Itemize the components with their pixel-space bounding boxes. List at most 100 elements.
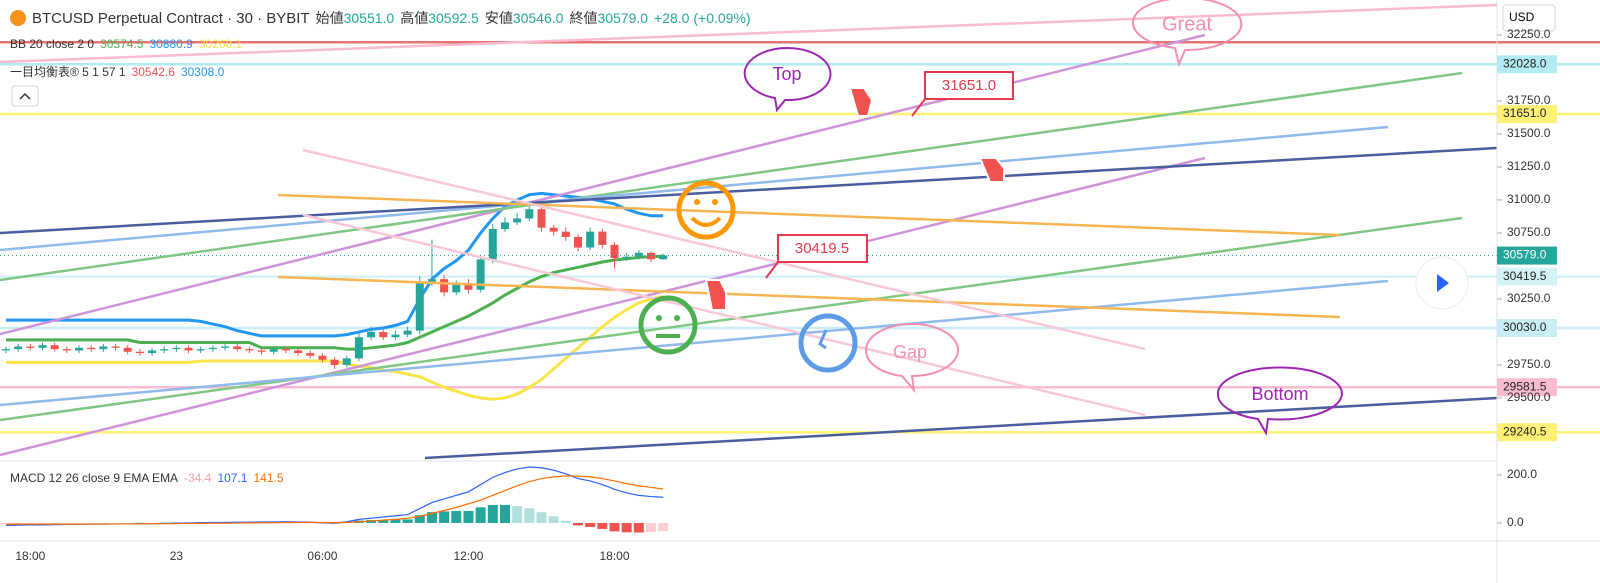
candle-body	[379, 331, 388, 338]
histogram-bar	[439, 511, 450, 523]
candle-body	[111, 346, 120, 348]
candle-body	[99, 346, 108, 350]
candle-body	[561, 231, 570, 237]
candle-body	[14, 346, 23, 350]
currency-box[interactable]	[1502, 4, 1556, 32]
candle-body	[500, 222, 509, 230]
candle-body	[2, 349, 10, 351]
annotation: Gap	[893, 342, 927, 362]
candle-body	[440, 279, 449, 293]
ohlc-value: 30592.5	[428, 10, 479, 26]
histogram-bar	[633, 522, 644, 533]
candle-body	[245, 349, 254, 351]
histogram-bar	[475, 507, 486, 523]
candle-body	[233, 346, 242, 350]
candle-body	[427, 279, 436, 282]
histogram-bar	[451, 510, 462, 523]
candle-body	[318, 355, 327, 360]
collapse-button[interactable]	[11, 85, 39, 107]
indicator-value: 30880.9	[149, 37, 193, 51]
bb-legend: BB 20 close 2 0 30574.5 30880.9 30268.1	[10, 37, 242, 51]
y-tick-label: 29750.0	[1507, 357, 1551, 371]
candle-body	[391, 334, 400, 338]
histogram-bar	[487, 504, 498, 523]
indicator-value: 30308.0	[180, 64, 225, 79]
candle-body	[415, 281, 424, 331]
y-tick-label: 32250.0	[1507, 27, 1551, 41]
candle-body	[622, 256, 631, 259]
ichimoku-legend: 一目均衡表® 5 1 57 1 30542.6 30308.0	[10, 63, 224, 80]
histogram-bar	[536, 512, 547, 523]
candle-body	[26, 346, 35, 348]
candle-body	[50, 345, 59, 350]
indicator-name: 一目均衡表® 5 1 57 1	[10, 65, 126, 79]
candle-body	[549, 227, 558, 232]
y-tick-label: 31250.0	[1507, 159, 1551, 173]
x-tick-label: 06:00	[307, 549, 337, 563]
candle-body	[135, 351, 144, 354]
ohlc-value: 30579.0	[597, 10, 649, 26]
annotation: Top	[772, 64, 801, 84]
price-label-bg	[1497, 378, 1557, 397]
currency: USD	[1509, 10, 1535, 24]
candle-body	[452, 284, 461, 293]
indicator-value: -34.4	[184, 471, 212, 485]
ohlc-label: 高値	[400, 10, 429, 26]
y-tick-label: 31750.0	[1507, 93, 1551, 107]
x-tick-label: 23	[170, 549, 184, 563]
candle-body	[464, 284, 473, 290]
price-label-bg	[1497, 319, 1557, 338]
x-tick-label: 18:00	[15, 549, 45, 563]
candle-body	[184, 347, 193, 351]
play-icon	[1437, 274, 1449, 292]
candle-body	[367, 331, 376, 338]
candle-body	[196, 349, 205, 351]
y-tick-label: 0.0	[1507, 515, 1524, 529]
histogram-bar	[426, 512, 437, 523]
histogram-bar	[658, 522, 669, 532]
annotation: Great	[1162, 13, 1212, 35]
histogram-bar	[548, 516, 559, 523]
annotation: 31651.0	[942, 77, 996, 94]
candle-body	[659, 255, 668, 260]
candle-body	[62, 349, 71, 351]
histogram-bar	[463, 510, 474, 523]
candle-body	[354, 337, 363, 359]
btc-icon	[10, 10, 26, 26]
macd-legend: MACD 12 26 close 9 EMA EMA -34.4 107.1 1…	[10, 471, 284, 485]
drawings	[0, 3, 1498, 460]
candle-body	[537, 209, 546, 228]
candle-body	[148, 350, 157, 354]
candle-body	[342, 358, 351, 365]
annotation: Bottom	[1251, 384, 1308, 404]
histogram-bar	[37, 522, 48, 524]
candle-body	[38, 345, 47, 348]
histogram-bar	[621, 522, 632, 533]
y-tick-label: 30250.0	[1507, 291, 1551, 305]
histogram-bar	[512, 506, 523, 523]
candle-body	[573, 236, 582, 248]
candle-body	[488, 229, 497, 260]
price-label-bg	[1497, 423, 1557, 442]
band-line	[6, 254, 664, 351]
header: BTCUSD Perpetual Contract · 30 · BYBIT 始…	[10, 8, 751, 28]
change: +28.0 (+0.09%)	[654, 10, 751, 26]
candle-body	[330, 359, 339, 365]
histogram-bar	[390, 519, 401, 523]
last-price-label: 30579.0	[1503, 248, 1547, 262]
histogram-bar	[609, 522, 620, 532]
x-tick-label: 18:00	[599, 549, 629, 563]
candle-body	[525, 209, 534, 219]
histogram-bar	[414, 515, 425, 523]
candle-body	[586, 231, 595, 248]
price-label-bg	[1497, 55, 1557, 74]
price-label: 30030.0	[1503, 320, 1547, 334]
histogram-bar	[572, 522, 583, 526]
last-price-bg	[1497, 246, 1557, 265]
candle-body	[257, 350, 266, 352]
y-tick-label: 31000.0	[1507, 192, 1551, 206]
y-tick-label: 29500.0	[1507, 390, 1551, 404]
data-layer	[0, 40, 1600, 533]
candle-body	[172, 347, 181, 350]
